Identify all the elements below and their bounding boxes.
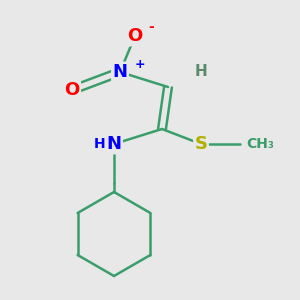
Text: S: S: [194, 135, 208, 153]
Text: H: H: [195, 64, 207, 80]
Text: N: N: [106, 135, 122, 153]
Text: O: O: [128, 27, 142, 45]
Text: +: +: [134, 58, 145, 70]
Text: CH₃: CH₃: [246, 137, 274, 151]
Text: N: N: [112, 63, 128, 81]
Text: H: H: [94, 137, 105, 151]
Text: -: -: [148, 20, 154, 34]
Text: O: O: [64, 81, 80, 99]
